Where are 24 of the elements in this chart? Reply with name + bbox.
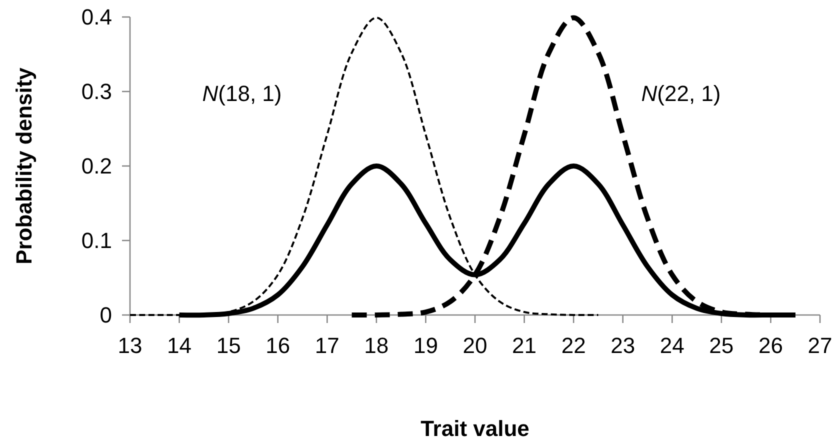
y-tick-label: 0.3 <box>81 79 112 104</box>
x-tick-label: 16 <box>266 333 290 358</box>
x-tick-label: 23 <box>610 333 636 358</box>
x-tick-label: 20 <box>462 333 488 358</box>
annotation: N(18, 1) <box>202 80 282 106</box>
x-tick-label: 26 <box>758 333 783 358</box>
y-tick-label: 0 <box>100 302 112 328</box>
x-tick-label: 22 <box>561 333 586 358</box>
x-tick-label: 14 <box>167 333 192 358</box>
annotation: N(22, 1) <box>641 80 721 106</box>
y-axis-title: Probability density <box>12 66 36 264</box>
x-tick-label: 18 <box>364 333 389 358</box>
x-tick-label: 24 <box>660 333 684 358</box>
x-tick-label: 19 <box>413 333 438 358</box>
y-tick-label: 0.2 <box>81 154 112 178</box>
y-tick-label: 0.4 <box>81 4 112 30</box>
x-tick-label: 17 <box>314 333 340 358</box>
x-tick-label: 13 <box>118 333 142 358</box>
x-tick-label: 25 <box>709 333 734 358</box>
x-tick-label: 15 <box>216 333 241 358</box>
y-tick-label: 0.1 <box>81 228 112 253</box>
x-tick-label: 27 <box>808 333 832 358</box>
x-axis-title: Trait value <box>420 416 530 441</box>
x-tick-label: 21 <box>512 333 537 358</box>
